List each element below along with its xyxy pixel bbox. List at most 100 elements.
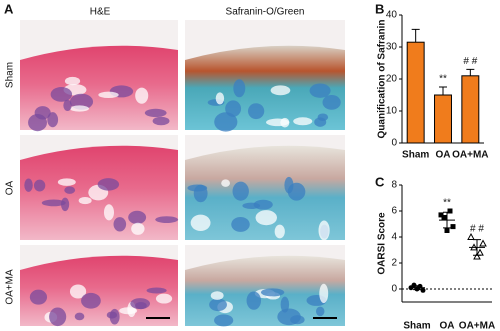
- bone: [253, 199, 273, 210]
- y-axis-label: OARSI Score: [377, 212, 388, 275]
- marrow: [128, 210, 147, 225]
- bone: [246, 291, 262, 310]
- marrow: [152, 116, 170, 126]
- bone: [190, 214, 211, 231]
- y-tick-label: 0: [391, 138, 397, 149]
- marrow: [155, 293, 173, 304]
- error-bar: [411, 28, 420, 43]
- y-tick-label: 0: [391, 284, 397, 295]
- error-bar: [439, 86, 447, 95]
- histology-image: [20, 20, 178, 132]
- bone: [314, 117, 327, 127]
- significance-label: # #: [463, 56, 477, 67]
- bone: [214, 314, 234, 327]
- marrow: [155, 216, 179, 223]
- bone: [255, 210, 277, 226]
- histology-image: [20, 245, 178, 327]
- bone: [290, 315, 305, 325]
- bone: [214, 112, 238, 132]
- y-tick-label: 6: [391, 206, 397, 217]
- bone: [210, 291, 224, 300]
- marrow: [81, 292, 101, 309]
- bone: [209, 298, 227, 312]
- significance-label: **: [439, 74, 447, 85]
- y-tick-label: 30: [386, 42, 398, 53]
- bone: [319, 283, 329, 304]
- marrow: [24, 178, 33, 192]
- x-tick-label: OA+MA: [452, 150, 488, 161]
- marrow: [49, 307, 67, 327]
- marrow: [74, 312, 85, 321]
- marrow: [109, 308, 120, 325]
- bone: [284, 176, 294, 194]
- point: [441, 215, 447, 220]
- x-tick-label: Sham: [403, 321, 430, 331]
- bar: [461, 75, 480, 144]
- marrow: [47, 112, 59, 128]
- bone: [232, 181, 249, 201]
- marrow: [33, 179, 46, 192]
- bone: [233, 79, 246, 98]
- marrow: [135, 87, 149, 104]
- marrow: [97, 178, 120, 191]
- y-tick-label: 4: [391, 232, 397, 243]
- marrow: [98, 91, 119, 99]
- bone: [231, 216, 250, 232]
- marrow: [144, 108, 167, 118]
- panel-label: B: [375, 1, 384, 16]
- row-label: OA: [5, 180, 16, 195]
- error-bar: [443, 211, 451, 229]
- marrow: [130, 298, 151, 310]
- bar: [434, 94, 452, 144]
- marrow: [131, 222, 145, 235]
- bone: [247, 103, 265, 120]
- point: [467, 232, 475, 240]
- y-tick-label: 20: [386, 74, 398, 85]
- y-tick-label: 8: [391, 180, 397, 191]
- marrow: [103, 204, 115, 221]
- marrow: [29, 289, 48, 305]
- bone: [193, 184, 208, 203]
- bone: [280, 117, 290, 128]
- marrow: [57, 178, 76, 186]
- x-tick-label: OA: [440, 321, 455, 331]
- bone: [309, 83, 331, 98]
- point: [438, 212, 444, 218]
- marrow: [119, 307, 138, 315]
- point: [479, 239, 487, 247]
- bone: [225, 100, 242, 117]
- bone: [274, 224, 285, 239]
- significance-label: **: [443, 198, 451, 209]
- marrow: [41, 199, 66, 207]
- marrow: [28, 113, 47, 132]
- marrow: [50, 87, 73, 102]
- y-tick-label: 10: [386, 106, 398, 117]
- panel-label: C: [375, 174, 385, 189]
- histology-image: [185, 20, 345, 132]
- histology-image: [20, 135, 179, 240]
- marrow: [113, 217, 127, 232]
- panel-label: A: [4, 1, 14, 16]
- point: [444, 228, 450, 233]
- x-tick-label: OA+MA: [459, 321, 495, 331]
- bone: [322, 94, 341, 110]
- tissue: [185, 145, 345, 240]
- y-tick-label: 2: [391, 258, 397, 269]
- marrow: [64, 186, 76, 194]
- y-tick-label: 40: [386, 10, 398, 21]
- bone: [293, 117, 313, 126]
- error-bar: [473, 239, 481, 256]
- row-label: OA+MA: [5, 269, 16, 305]
- bone: [270, 85, 291, 96]
- marrow: [146, 287, 167, 294]
- error-bar: [413, 285, 421, 291]
- row-label: Sham: [5, 62, 16, 88]
- column-header: Safranin-O/Green: [226, 7, 305, 18]
- marrow: [63, 99, 72, 112]
- bone: [318, 220, 330, 241]
- bone: [280, 296, 290, 313]
- marrow: [69, 105, 90, 112]
